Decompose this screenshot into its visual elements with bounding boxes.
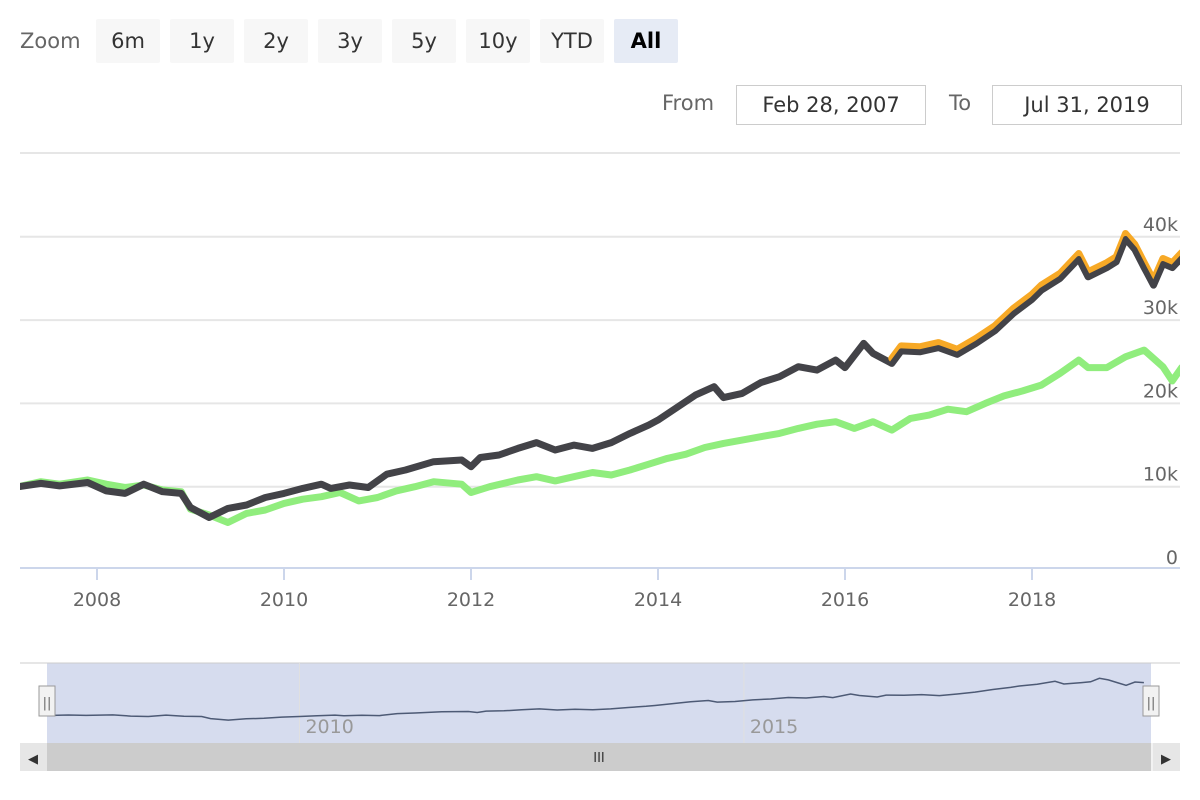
- series-group: [19, 230, 1200, 526]
- scrollbar[interactable]: ◀ ▶ III: [20, 743, 1180, 771]
- navigator-left-handle-grip: ||: [43, 696, 52, 711]
- scroll-right-arrow-icon[interactable]: ▶: [1161, 752, 1171, 767]
- navigator-right-handle-grip: ||: [1147, 696, 1156, 711]
- scrollbar-grip-icon: III: [593, 751, 605, 766]
- to-date-input[interactable]: Jul 31, 2019: [992, 85, 1182, 125]
- navigator[interactable]: 2010 2015 || ||: [20, 662, 1180, 743]
- zoom-button-5y[interactable]: 5y: [392, 19, 456, 63]
- y-tick-label: 30k: [1143, 297, 1178, 319]
- to-label: To: [949, 91, 972, 115]
- zoom-button-10y[interactable]: 10y: [466, 19, 530, 63]
- from-label: From: [662, 91, 715, 115]
- series-line-benchmark[interactable]: [19, 337, 1200, 526]
- y-tick-label: 10k: [1143, 464, 1178, 486]
- x-tick-label: 2014: [634, 589, 682, 611]
- x-tick-label: 2012: [447, 589, 495, 611]
- navigator-tick-label: 2010: [305, 716, 353, 738]
- x-tick-label: 2018: [1008, 589, 1056, 611]
- navigator-right-handle[interactable]: ||: [1142, 685, 1160, 717]
- x-tick-label: 2016: [821, 589, 869, 611]
- zoom-button-all[interactable]: All: [614, 19, 678, 63]
- x-tick-label: 2008: [73, 589, 121, 611]
- navigator-series-line: [46, 677, 1144, 721]
- plot-area: [19, 230, 1200, 526]
- scrollbar-right-button[interactable]: [1153, 743, 1180, 771]
- zoom-button-ytd[interactable]: YTD: [540, 19, 604, 63]
- navigator-selected-range[interactable]: [47, 663, 1151, 743]
- scrollbar-thumb[interactable]: [47, 743, 1151, 771]
- x-axis-ticks: 2008 2010 2012 2014 2016 2018: [73, 568, 1056, 611]
- from-date-input[interactable]: Feb 28, 2007: [736, 85, 926, 125]
- zoom-label: Zoom: [20, 29, 81, 53]
- scrollbar-left-button[interactable]: [20, 743, 47, 771]
- y-tick-label: 40k: [1143, 214, 1178, 236]
- navigator-left-handle[interactable]: ||: [38, 685, 56, 717]
- navigator-ticks: 2010 2015: [298, 663, 798, 743]
- zoom-button-2y[interactable]: 2y: [244, 19, 308, 63]
- y-tick-label: 0: [1166, 547, 1178, 569]
- navigator-tick-label: 2015: [750, 716, 798, 738]
- scroll-left-arrow-icon[interactable]: ◀: [28, 752, 38, 767]
- series-line-portfolio-highlight[interactable]: [888, 230, 1200, 362]
- y-axis-labels: 0 10k 20k 30k 40k: [1143, 214, 1178, 569]
- x-tick-label: 2010: [260, 589, 308, 611]
- zoom-button-1y[interactable]: 1y: [170, 19, 234, 63]
- series-line-portfolio-overlay: [889, 236, 1180, 366]
- zoom-button-6m[interactable]: 6m: [96, 19, 160, 63]
- y-tick-label: 20k: [1143, 380, 1178, 402]
- zoom-button-3y[interactable]: 3y: [318, 19, 382, 63]
